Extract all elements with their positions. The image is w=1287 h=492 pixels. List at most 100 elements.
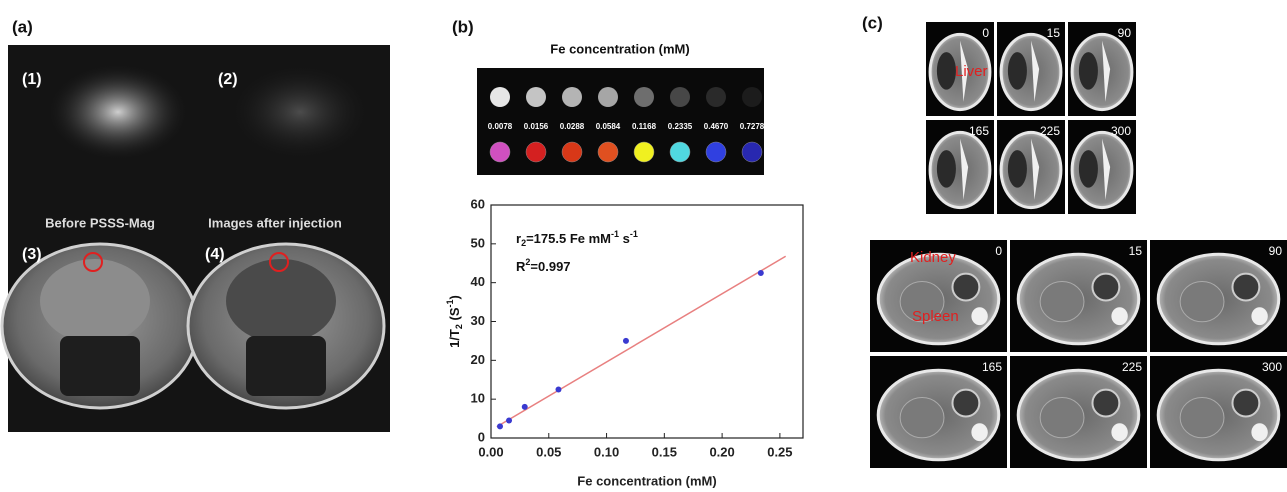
concentration: 0.0156 xyxy=(524,122,549,131)
phantom-gray xyxy=(706,87,726,107)
organ xyxy=(899,396,945,439)
data-point xyxy=(555,386,562,393)
time-label: 90 xyxy=(1118,26,1132,40)
text-part: r xyxy=(516,231,521,246)
organ xyxy=(1007,52,1027,90)
phantom-gray xyxy=(742,87,762,107)
y-tick-label: 30 xyxy=(471,313,485,328)
text-part: ) xyxy=(447,295,462,299)
roi xyxy=(269,252,289,272)
concentration: 0.1168 xyxy=(632,122,657,131)
organ xyxy=(1231,272,1261,302)
time-label: 15 xyxy=(1047,26,1061,40)
text-part: -1 xyxy=(611,229,619,239)
panel-label: (a) xyxy=(12,17,33,36)
spine xyxy=(1102,138,1111,200)
phantom-title: Fe concentration (mM) xyxy=(550,41,689,56)
organ xyxy=(971,423,988,442)
organ xyxy=(1078,150,1098,188)
concentration: 0.0078 xyxy=(488,122,513,131)
spine xyxy=(960,138,969,200)
brain-signal xyxy=(48,64,188,160)
organ xyxy=(936,150,956,188)
jaw xyxy=(246,336,326,396)
brain xyxy=(226,259,336,343)
organ xyxy=(1091,388,1121,418)
time-label: 165 xyxy=(982,360,1002,374)
text-part: T xyxy=(447,329,462,337)
text-part: -1 xyxy=(630,229,638,239)
spine xyxy=(1031,40,1040,102)
time-label: 225 xyxy=(1122,360,1142,374)
time-label: 225 xyxy=(1040,124,1060,138)
organ xyxy=(1039,396,1085,439)
rich-text: 1/T2 (S-1) xyxy=(445,295,464,348)
phantom-color xyxy=(597,141,619,163)
text-part: (S xyxy=(447,307,462,324)
data-point xyxy=(622,337,629,344)
spine xyxy=(960,40,969,102)
x-axis-label: Fe concentration (mM) xyxy=(577,473,716,488)
caption: Images after injection xyxy=(208,215,342,230)
text-part: 2 xyxy=(454,324,464,329)
organ xyxy=(1111,423,1128,442)
organ xyxy=(1091,272,1121,302)
text-part: -1 xyxy=(445,299,455,307)
organ xyxy=(971,307,988,326)
concentration: 0.2335 xyxy=(668,122,693,131)
organ xyxy=(899,280,945,323)
concentration: 0.0288 xyxy=(560,122,585,131)
organ xyxy=(1179,396,1225,439)
concentration: 0.7278 xyxy=(740,122,765,131)
sub-label: (1) xyxy=(22,71,42,88)
jaw xyxy=(60,336,140,396)
concentration: 0.0584 xyxy=(596,122,621,131)
text-part: =175.5 Fe mM xyxy=(526,231,611,246)
text-part: 1/ xyxy=(447,337,462,348)
phantom-gray xyxy=(490,87,510,107)
phantom-gray xyxy=(526,87,546,107)
x-tick-label: 0.25 xyxy=(767,444,792,459)
sub-label: (3) xyxy=(22,246,42,263)
organ xyxy=(1039,280,1085,323)
x-tick-label: 0.10 xyxy=(594,444,619,459)
data-point xyxy=(521,403,528,410)
organ xyxy=(1251,307,1268,326)
organ xyxy=(1251,423,1268,442)
x-tick-label: 0.05 xyxy=(536,444,561,459)
time-label: 0 xyxy=(995,244,1002,258)
time-label: 165 xyxy=(969,124,989,138)
time-label: 0 xyxy=(982,26,989,40)
organ xyxy=(1078,52,1098,90)
x-tick-label: 0.00 xyxy=(478,444,503,459)
organ xyxy=(1231,388,1261,418)
phantom-gray xyxy=(670,87,690,107)
brain-signal xyxy=(230,64,370,160)
time-label: 90 xyxy=(1269,244,1283,258)
phantom-color xyxy=(489,141,511,163)
rich-text: R2=0.997 xyxy=(516,257,571,274)
y-tick-label: 20 xyxy=(471,352,485,367)
time-label: 300 xyxy=(1111,124,1131,138)
phantom-gray xyxy=(634,87,654,107)
sub-label: (4) xyxy=(205,246,225,263)
spine xyxy=(1102,40,1111,102)
phantom-color xyxy=(561,141,583,163)
time-label: 15 xyxy=(1129,244,1143,258)
organ-label: Liver xyxy=(955,63,988,80)
organ xyxy=(1111,307,1128,326)
y-tick-label: 0 xyxy=(478,429,485,444)
sub-label: (2) xyxy=(218,71,238,88)
y-tick-label: 40 xyxy=(471,274,485,289)
y-tick-label: 50 xyxy=(471,235,485,250)
organ xyxy=(936,52,956,90)
organ-label: Kidney xyxy=(910,249,956,266)
data-point xyxy=(497,423,504,430)
organ-label: Spleen xyxy=(912,308,959,325)
y-tick-label: 10 xyxy=(471,391,485,406)
spine xyxy=(1031,138,1040,200)
brain xyxy=(40,259,150,343)
data-point xyxy=(506,417,513,424)
phantom-gray xyxy=(598,87,618,107)
